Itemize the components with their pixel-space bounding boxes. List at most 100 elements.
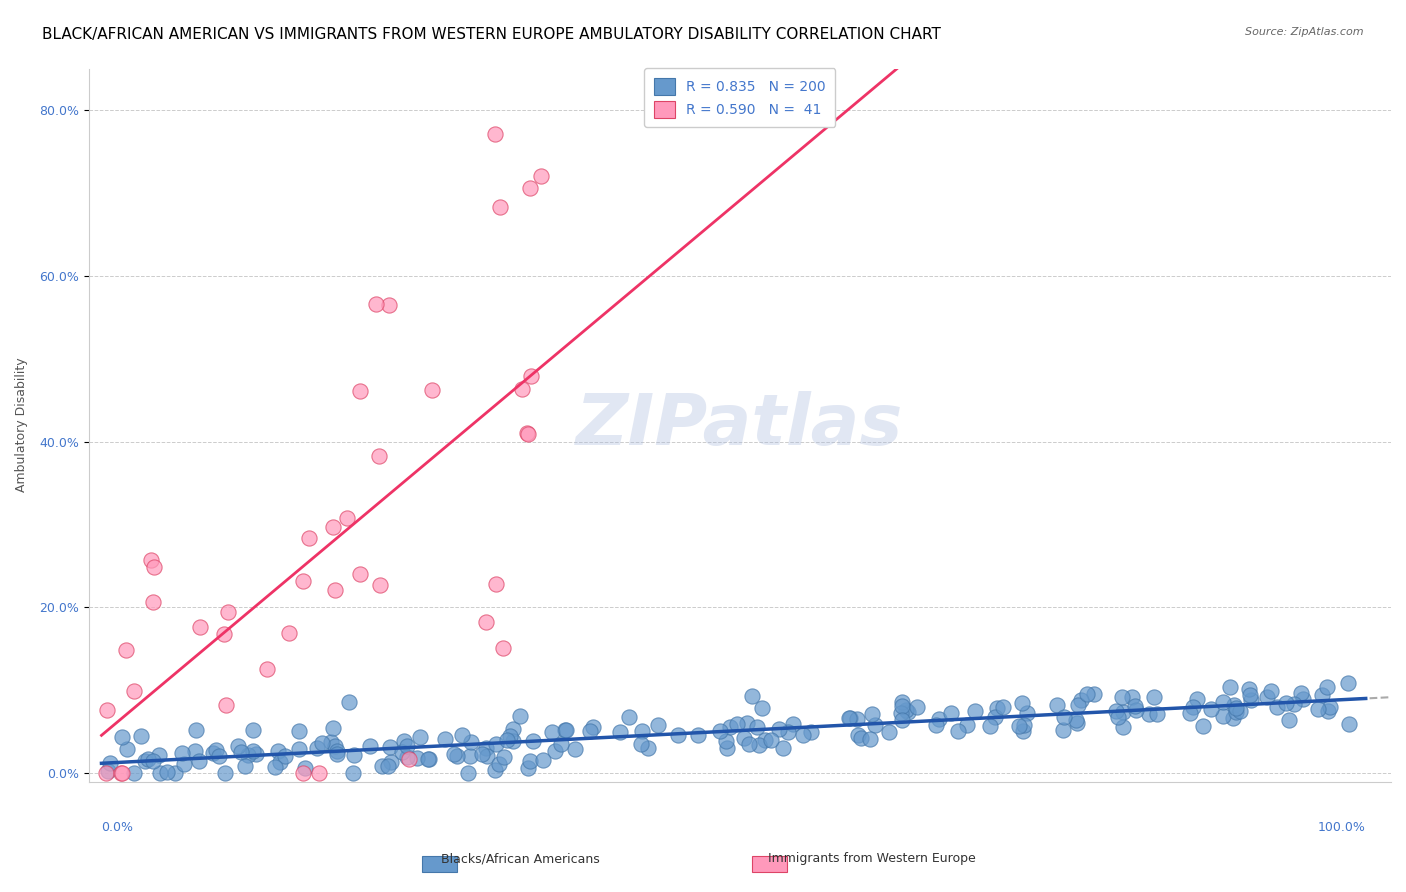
Point [96, 703, 118, 717]
Point [688, 728, 710, 742]
Point [1289, 686, 1312, 700]
Point [291, 766, 314, 780]
Point [1046, 698, 1069, 712]
Point [979, 719, 1001, 733]
Point [98, 756, 121, 771]
Point [747, 720, 769, 734]
Point [1212, 709, 1234, 723]
Point [555, 723, 578, 737]
Point [136, 751, 159, 765]
Point [543, 744, 565, 758]
Point [377, 298, 399, 312]
Point [725, 716, 748, 731]
Point [1292, 692, 1315, 706]
Text: 0.0%: 0.0% [101, 821, 134, 834]
Point [307, 740, 329, 755]
Point [492, 749, 515, 764]
Point [139, 553, 162, 567]
Point [630, 738, 652, 752]
Point [502, 722, 524, 736]
Point [1112, 706, 1135, 720]
Point [984, 710, 1007, 724]
Point [215, 698, 238, 713]
Point [519, 369, 541, 384]
Text: Immigrants from Western Europe: Immigrants from Western Europe [768, 852, 976, 865]
Point [1222, 711, 1244, 725]
Point [433, 731, 456, 746]
Point [1076, 687, 1098, 701]
Point [163, 766, 186, 780]
Point [475, 741, 498, 756]
Point [735, 715, 758, 730]
Point [879, 725, 901, 739]
Point [905, 700, 928, 714]
Point [759, 733, 782, 747]
Point [637, 740, 659, 755]
Point [1143, 690, 1166, 705]
Point [184, 723, 207, 738]
Point [516, 425, 538, 440]
Point [564, 742, 586, 756]
Point [1199, 702, 1222, 716]
Point [349, 566, 371, 581]
Point [484, 127, 506, 141]
Point [115, 643, 138, 657]
Point [204, 743, 226, 757]
Point [1125, 703, 1147, 717]
Point [242, 723, 264, 737]
Point [928, 712, 950, 726]
Point [896, 705, 918, 719]
Point [409, 731, 432, 745]
Point [380, 755, 402, 769]
Point [1121, 690, 1143, 704]
Point [278, 626, 301, 640]
Point [294, 760, 316, 774]
Point [751, 700, 773, 714]
Point [488, 756, 510, 771]
Point [1225, 705, 1247, 719]
Point [368, 578, 391, 592]
Point [1308, 702, 1330, 716]
Point [134, 754, 156, 768]
Point [738, 737, 761, 751]
Point [170, 746, 193, 760]
Point [1192, 718, 1215, 732]
Point [489, 201, 512, 215]
Point [326, 744, 349, 758]
Point [496, 732, 519, 747]
Point [97, 764, 120, 778]
Point [142, 595, 165, 609]
Point [460, 735, 482, 749]
Point [236, 747, 259, 762]
Point [617, 710, 640, 724]
Point [748, 738, 770, 752]
Point [148, 747, 170, 762]
Point [111, 730, 134, 744]
Point [484, 737, 506, 751]
Point [269, 755, 291, 769]
Point [287, 723, 309, 738]
Point [149, 766, 172, 780]
Point [772, 740, 794, 755]
Point [308, 766, 330, 780]
Point [394, 734, 416, 748]
Point [1219, 681, 1241, 695]
Point [891, 695, 914, 709]
Point [1310, 688, 1333, 702]
Point [890, 706, 912, 720]
Point [530, 169, 553, 184]
Point [202, 746, 225, 760]
Legend: R = 0.835   N = 200, R = 0.590   N =  41: R = 0.835 N = 200, R = 0.590 N = 41 [644, 69, 835, 128]
Point [287, 741, 309, 756]
Point [208, 748, 231, 763]
Point [342, 765, 364, 780]
Point [1104, 704, 1126, 718]
Point [321, 735, 343, 749]
Text: Blacks/African Americans: Blacks/African Americans [441, 852, 599, 865]
Point [946, 723, 969, 738]
Point [941, 706, 963, 721]
Point [420, 383, 443, 397]
Point [418, 752, 440, 766]
Point [173, 756, 195, 771]
Point [741, 689, 763, 703]
